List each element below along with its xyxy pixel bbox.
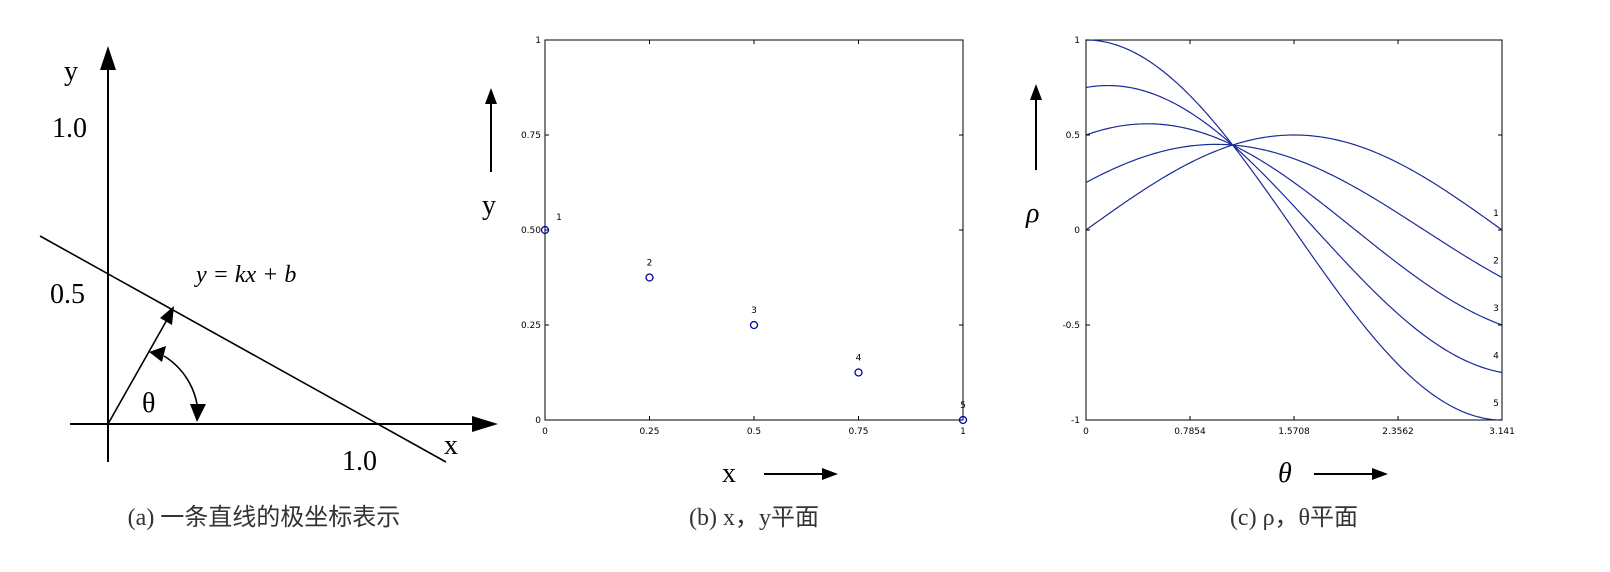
- panel-b-x-tick-label: 0.5: [747, 427, 761, 437]
- panel-c-x-tick-label: 0: [1083, 427, 1089, 437]
- panel-a-equation: y = kx + b: [194, 262, 296, 288]
- panel-c-y-tick-label: 0: [1074, 226, 1080, 236]
- panel-a-y-tick-1: 1.0: [52, 113, 87, 144]
- panel-a-y-label: y: [64, 56, 78, 87]
- panel-b-x-tick-label: 0.75: [848, 427, 868, 437]
- panel-c-curve-3: [1085, 123, 1503, 326]
- panel-a-x-axis-arrow: [472, 416, 498, 432]
- panel-c-y-tick-label: -0.5: [1062, 321, 1080, 331]
- panel-b-point: [854, 368, 863, 377]
- panel-c-x-label: θ: [1278, 458, 1292, 489]
- panel-c-curve-label: 5: [1493, 399, 1499, 409]
- panel-b-y-label: y: [482, 190, 496, 221]
- panel-c-y-tick-label: -1: [1071, 416, 1080, 426]
- panel-c-x-tick-label: 0.7854: [1174, 427, 1206, 437]
- panel-c-curve-1: [1085, 134, 1503, 231]
- panel-c-x-arrow-head: [1372, 468, 1388, 480]
- panel-b-point: [958, 415, 968, 425]
- panel-b-point-label: 1: [556, 213, 562, 223]
- panel-b-point: [645, 273, 654, 282]
- panel-b-point-label: 2: [647, 259, 653, 269]
- panel-b-point-label: 5: [960, 401, 966, 411]
- panel-c-y-tick-label: 1: [1074, 36, 1080, 46]
- panel-c-curve-2: [1085, 143, 1503, 278]
- panel-c-curve-label: 1: [1493, 209, 1499, 219]
- panel-c-caption: (c) ρ，θ平面: [1230, 505, 1358, 531]
- panel-c-curve-5: [1085, 39, 1503, 421]
- panel-c-curve-label: 3: [1493, 304, 1499, 314]
- panel-a: y 1.0 0.5 1.0 x θ y = kx + b (a) 一条直线的极坐…: [39, 46, 498, 531]
- panel-b-y-arrow-head: [485, 88, 497, 104]
- panel-a-caption: (a) 一条直线的极坐标表示: [128, 504, 401, 531]
- panel-a-theta-arrow-bottom: [190, 404, 206, 422]
- panel-b-y-tick-label: 0: [535, 416, 541, 426]
- panel-b-point-label: 4: [856, 354, 862, 364]
- panel-b-y-tick-label: 0.25: [521, 321, 541, 331]
- panel-c-y-tick-label: 0.5: [1066, 131, 1080, 141]
- panel-c: ρ θ 1 0.5 0 -0.5 -1 0 0.7854 1.5708 2.3562 3.141…: [1025, 36, 1515, 531]
- panel-b-y-tick-label: 1: [535, 36, 541, 46]
- panel-b-x-tick-label: 0: [542, 427, 548, 437]
- panel-b-x-arrow-head: [822, 468, 838, 480]
- panel-b-y-tick-label: 0.75: [521, 131, 541, 141]
- panel-b-caption: (b) x，y平面: [689, 505, 819, 531]
- panel-a-theta-label: θ: [142, 388, 155, 419]
- panel-b-point-label: 3: [751, 306, 757, 316]
- panel-c-curve-4: [1085, 84, 1503, 374]
- panel-b-point: [540, 225, 550, 235]
- panel-c-y-label: ρ: [1025, 198, 1039, 229]
- panel-a-x-tick-1: 1.0: [342, 446, 377, 477]
- panel-a-line: [39, 235, 447, 463]
- panel-a-y-axis-arrow: [100, 46, 116, 70]
- panel-b-x-tick-label: 1: [960, 427, 966, 437]
- panel-a-theta-arrow-top: [149, 346, 166, 362]
- panel-b-point: [749, 320, 759, 330]
- panel-a-y-tick-05: 0.5: [50, 279, 85, 310]
- panel-b-x-label: x: [722, 458, 736, 489]
- panel-a-x-label: x: [444, 430, 458, 461]
- panel-b: y x 1 0.75 0.50 0.25 0 0 0.25 0.5 0.75 1 1 2 3 4 5 (…: [482, 36, 968, 531]
- panel-c-x-tick-label: 1.5708: [1278, 427, 1310, 437]
- panel-a-theta-arc: [163, 355, 199, 413]
- panel-b-y-tick-label: 0.50: [521, 226, 541, 236]
- panel-a-normal-arrow: [160, 306, 174, 325]
- panel-a-normal-vector: [107, 317, 169, 425]
- panel-b-plot-frame: [544, 39, 964, 421]
- panel-c-curve-label: 2: [1493, 256, 1499, 266]
- panel-c-curve-label: 4: [1493, 351, 1499, 361]
- panel-c-x-tick-label: 2.3562: [1382, 427, 1414, 437]
- panel-b-x-tick-label: 0.25: [639, 427, 659, 437]
- panel-c-x-tick-label: 3.141: [1489, 427, 1515, 437]
- panel-c-y-arrow-head: [1030, 84, 1042, 100]
